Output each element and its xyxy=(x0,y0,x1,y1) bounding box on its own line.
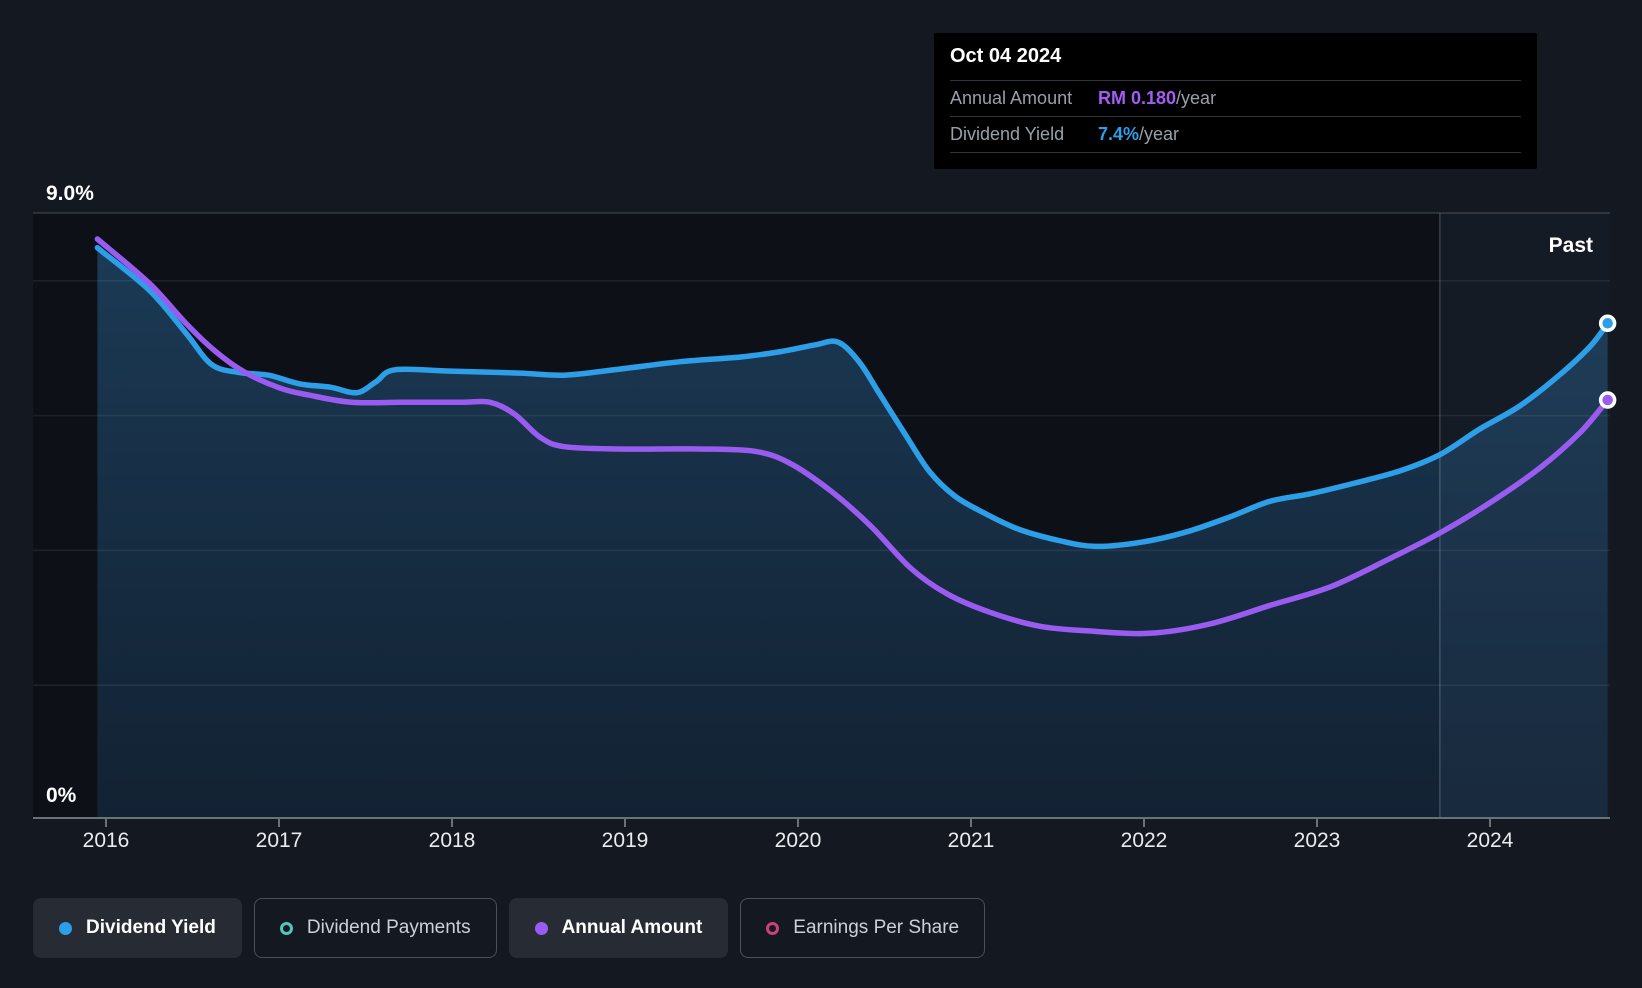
x-axis-label-2020: 2020 xyxy=(775,829,822,852)
legend-button-dividend-payments[interactable]: Dividend Payments xyxy=(253,898,497,958)
legend-label: Dividend Payments xyxy=(306,917,471,938)
annual-amount-line xyxy=(94,236,1611,637)
earnings-per-share-ring-icon xyxy=(766,921,780,935)
legend-label: Annual Amount xyxy=(561,917,703,938)
tooltip-value: 7.4%/year xyxy=(1098,124,1179,145)
tooltip-amount-value: RM 0.180 xyxy=(1098,88,1177,108)
x-axis-label-2019: 2019 xyxy=(602,829,649,852)
dividend-yield-endpoint-marker xyxy=(1598,314,1617,333)
x-axis-label-2018: 2018 xyxy=(429,829,476,852)
tooltip-date: Oct 04 2024 xyxy=(950,33,1521,81)
annual-amount-endpoint-marker xyxy=(1598,391,1617,409)
y-axis-max-label: 9.0% xyxy=(46,182,94,205)
tooltip-amount-suffix: /year xyxy=(1176,88,1217,108)
tooltip-yield-suffix: /year xyxy=(1139,124,1180,144)
x-axis-label-2021: 2021 xyxy=(948,829,995,852)
x-axis-label-2023: 2023 xyxy=(1294,829,1341,852)
tooltip-row-annual-amount: Annual Amount RM 0.180/year xyxy=(950,81,1521,117)
x-axis-label-2017: 2017 xyxy=(256,829,303,852)
dividend-yield-area xyxy=(97,247,1608,819)
x-axis-label-2024: 2024 xyxy=(1467,829,1514,852)
legend-label: Earnings Per Share xyxy=(793,917,960,938)
legend-label: Dividend Yield xyxy=(86,917,216,938)
tooltip-value: RM 0.180/year xyxy=(1098,88,1216,109)
chart-legend: Dividend Yield Dividend Payments Annual … xyxy=(33,898,986,958)
tooltip-row-dividend-yield: Dividend Yield 7.4%/year xyxy=(950,117,1521,153)
annual-amount-dot-icon xyxy=(534,921,548,935)
dividend-yield-dot-icon xyxy=(59,921,72,935)
chart-tooltip: Oct 04 2024 Annual Amount RM 0.180/year … xyxy=(934,33,1537,169)
dividend-yield-line xyxy=(94,245,1611,550)
dividend-payments-ring-icon xyxy=(279,921,293,935)
legend-button-earnings-per-share[interactable]: Earnings Per Share xyxy=(740,898,986,958)
legend-button-dividend-yield[interactable]: Dividend Yield xyxy=(33,898,242,958)
tooltip-label: Annual Amount xyxy=(950,88,1073,108)
tooltip-yield-value: 7.4% xyxy=(1098,124,1140,144)
x-axis-label-2016: 2016 xyxy=(83,829,130,852)
x-axis-label-2022: 2022 xyxy=(1121,829,1168,852)
tooltip-label: Dividend Yield xyxy=(950,124,1065,144)
legend-button-annual-amount[interactable]: Annual Amount xyxy=(508,898,729,958)
past-label: Past xyxy=(1549,234,1593,257)
y-axis-min-label: 0% xyxy=(46,784,77,807)
